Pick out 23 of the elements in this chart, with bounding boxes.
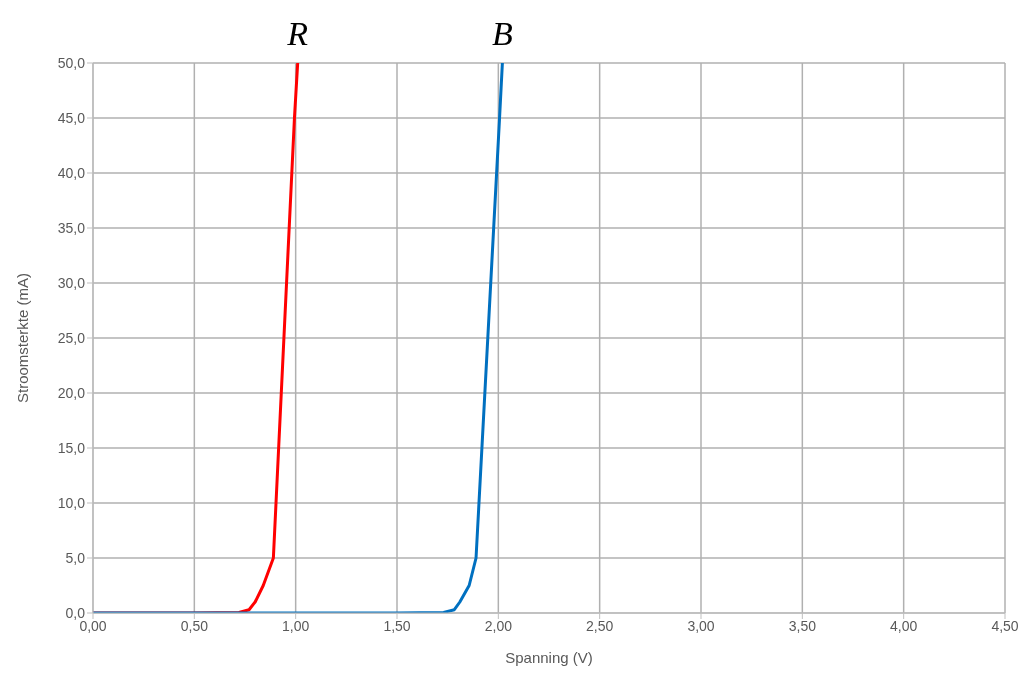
y-tick-label: 40,0 bbox=[57, 164, 86, 181]
x-tick-label: 3,50 bbox=[788, 617, 817, 634]
x-tick-label: 4,50 bbox=[991, 617, 1019, 634]
y-tick-label: 10,0 bbox=[57, 494, 86, 511]
y-tick-label: 50,0 bbox=[57, 54, 86, 71]
x-tick-label: 2,50 bbox=[586, 617, 614, 634]
y-axis-title: Stroomsterkte (mA) bbox=[14, 272, 32, 404]
y-tick-label: 20,0 bbox=[57, 384, 86, 401]
y-tick-label: 35,0 bbox=[57, 219, 86, 236]
x-tick-label: 1,50 bbox=[383, 617, 411, 634]
x-tick-label: 2,00 bbox=[484, 617, 513, 634]
y-tick-label: 45,0 bbox=[57, 109, 86, 126]
y-tick-label: 15,0 bbox=[57, 439, 86, 456]
x-tick-label: 3,00 bbox=[687, 617, 715, 634]
y-tick-label: 25,0 bbox=[57, 329, 86, 346]
y-tick-label: 30,0 bbox=[57, 274, 86, 291]
series-label: B bbox=[492, 15, 513, 52]
series-label: R bbox=[286, 15, 309, 52]
x-tick-label: 0,50 bbox=[180, 617, 209, 634]
x-tick-label: 1,00 bbox=[282, 617, 310, 634]
x-tick-label: 4,00 bbox=[890, 617, 918, 634]
y-tick-label: 5,0 bbox=[65, 549, 86, 566]
x-axis-title: Spanning (V) bbox=[505, 649, 593, 666]
